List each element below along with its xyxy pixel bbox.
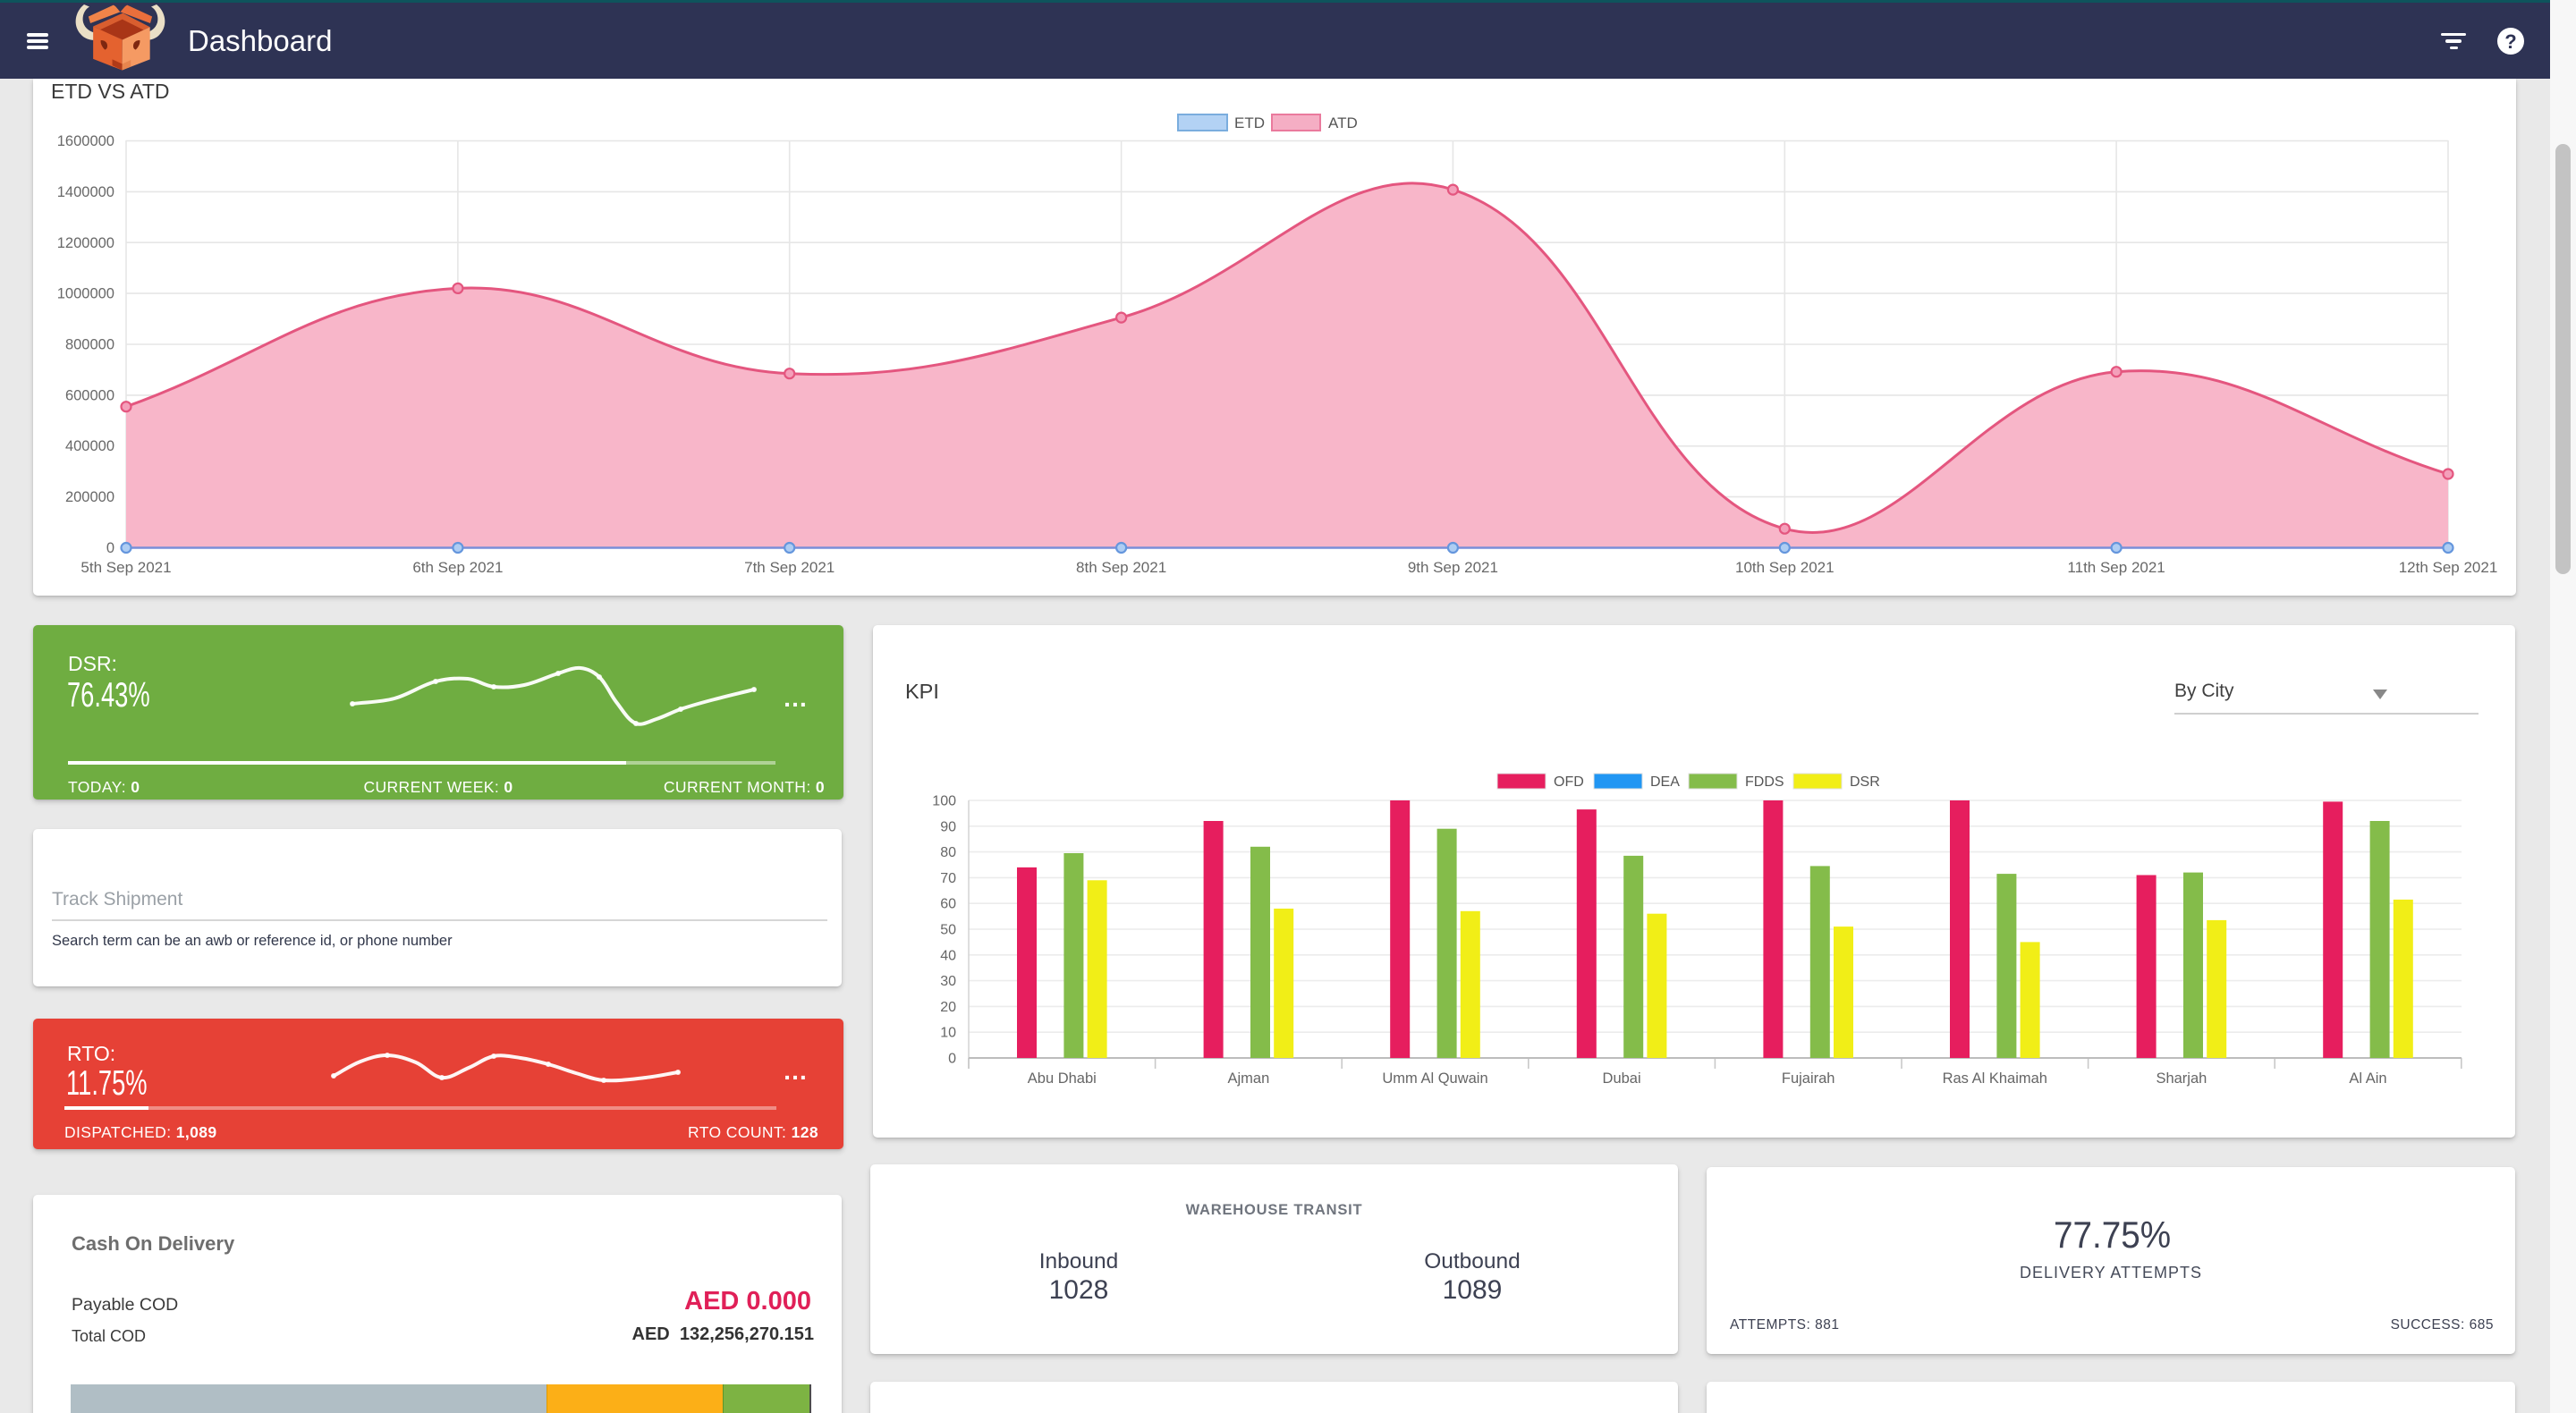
svg-text:FDDS: FDDS bbox=[1745, 774, 1784, 790]
svg-text:1600000: 1600000 bbox=[57, 133, 114, 149]
svg-text:12th Sep 2021: 12th Sep 2021 bbox=[2399, 559, 2498, 576]
svg-text:1200000: 1200000 bbox=[57, 235, 114, 251]
svg-text:DEA: DEA bbox=[1650, 774, 1680, 790]
svg-text:Ras Al Khaimah: Ras Al Khaimah bbox=[1943, 1070, 2047, 1087]
svg-text:0: 0 bbox=[106, 540, 114, 556]
svg-text:7th Sep 2021: 7th Sep 2021 bbox=[744, 559, 835, 576]
svg-text:50: 50 bbox=[940, 923, 956, 938]
svg-text:200000: 200000 bbox=[65, 489, 114, 505]
svg-text:ATD: ATD bbox=[1328, 114, 1358, 131]
svg-text:ETD: ETD bbox=[1234, 114, 1265, 131]
svg-text:20: 20 bbox=[940, 1000, 956, 1015]
svg-text:Umm Al Quwain: Umm Al Quwain bbox=[1382, 1070, 1487, 1087]
svg-text:40: 40 bbox=[940, 948, 956, 963]
svg-text:6th Sep 2021: 6th Sep 2021 bbox=[412, 559, 503, 576]
svg-text:OFD: OFD bbox=[1554, 774, 1584, 790]
svg-text:Al Ain: Al Ain bbox=[2349, 1070, 2386, 1087]
svg-text:5th Sep 2021: 5th Sep 2021 bbox=[80, 559, 171, 576]
svg-text:30: 30 bbox=[940, 974, 956, 989]
svg-text:Fujairah: Fujairah bbox=[1782, 1070, 1835, 1087]
svg-text:10: 10 bbox=[940, 1026, 956, 1041]
svg-text:10th Sep 2021: 10th Sep 2021 bbox=[1735, 559, 1835, 576]
svg-text:800000: 800000 bbox=[65, 337, 114, 353]
svg-text:60: 60 bbox=[940, 897, 956, 912]
svg-text:DSR: DSR bbox=[1850, 774, 1880, 790]
svg-text:100: 100 bbox=[932, 794, 956, 809]
svg-text:70: 70 bbox=[940, 871, 956, 886]
svg-text:0: 0 bbox=[948, 1052, 956, 1067]
svg-text:11th Sep 2021: 11th Sep 2021 bbox=[2067, 559, 2165, 576]
svg-text:Ajman: Ajman bbox=[1228, 1070, 1270, 1087]
svg-text:9th Sep 2021: 9th Sep 2021 bbox=[1408, 559, 1498, 576]
svg-text:1400000: 1400000 bbox=[57, 184, 114, 200]
svg-text:600000: 600000 bbox=[65, 387, 114, 403]
svg-text:400000: 400000 bbox=[65, 438, 114, 454]
svg-text:1000000: 1000000 bbox=[57, 286, 114, 302]
svg-text:90: 90 bbox=[940, 819, 956, 834]
svg-text:Sharjah: Sharjah bbox=[2156, 1070, 2207, 1087]
svg-text:80: 80 bbox=[940, 845, 956, 860]
svg-text:8th Sep 2021: 8th Sep 2021 bbox=[1076, 559, 1166, 576]
svg-text:Abu Dhabi: Abu Dhabi bbox=[1028, 1070, 1097, 1087]
svg-text:Dubai: Dubai bbox=[1603, 1070, 1641, 1087]
